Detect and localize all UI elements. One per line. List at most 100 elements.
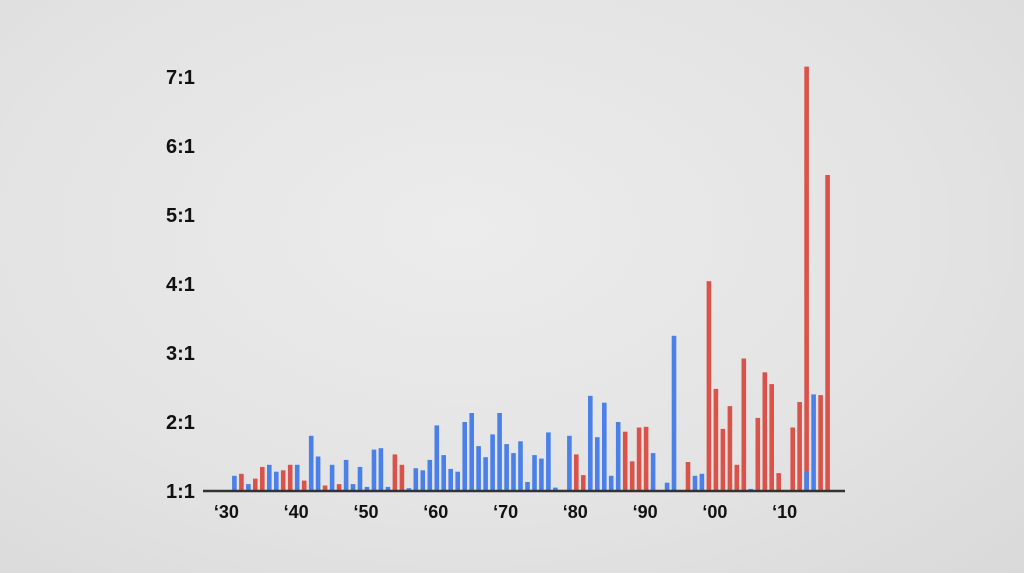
bar-blue-1969: [497, 413, 502, 491]
bar-blue-1968: [490, 434, 495, 491]
y-tick-label: 7:1: [166, 67, 195, 89]
bar-red-2001: [720, 428, 726, 491]
bar-red-2016: [825, 175, 830, 491]
bar-blue-1951: [371, 449, 377, 491]
x-tick-label: ‘90: [633, 502, 658, 522]
bar-red-1935: [260, 466, 265, 491]
bar-blue-1973: [525, 482, 530, 491]
bar-blue-1956: [406, 488, 412, 491]
bar-red-1932: [239, 473, 244, 492]
bar-red-1989: [636, 427, 642, 491]
bar-blue-1943: [315, 456, 321, 491]
bar-blue-1982: [588, 395, 593, 491]
bar-red-1987: [622, 431, 628, 491]
bar-blue-1972: [518, 441, 523, 491]
bar-red-2004: [741, 358, 747, 491]
x-tick-label: ‘00: [702, 502, 727, 522]
bar-blue-1965: [469, 413, 474, 491]
bar-blue-1985: [608, 475, 614, 491]
bar-blue-1979: [567, 435, 572, 491]
bar-red-2011: [790, 427, 795, 491]
y-tick-label: 2:1: [166, 412, 195, 434]
bar-red-1938: [280, 470, 286, 491]
bar-red-1999: [706, 281, 712, 491]
y-tick-label: 4:1: [166, 274, 195, 296]
bar-red-2009: [776, 473, 781, 491]
bar-blue-1931: [232, 475, 237, 491]
bar-blue-2014: [811, 394, 816, 491]
bar-blue-1963: [455, 471, 460, 491]
bar-blue-1958: [420, 470, 426, 491]
y-tick-labels: 1:1 2:1 3:1 4:1 5:1 6:1 7:1: [166, 67, 195, 503]
x-tick-label: ‘40: [284, 502, 309, 522]
x-tick-label: ‘30: [214, 502, 239, 522]
bar-blue-1940: [294, 464, 300, 491]
x-tick-label: ‘70: [493, 502, 518, 522]
bar-blue-1974: [532, 455, 537, 491]
bar-red-1934: [253, 478, 258, 491]
bar-blue-1993: [664, 482, 670, 491]
bar-red-1941: [301, 480, 307, 491]
bar-blue-1966: [476, 446, 481, 491]
x-tick-label: ‘60: [423, 502, 448, 522]
bar-blue-1953: [385, 486, 391, 491]
bar-red-2006: [755, 417, 761, 491]
bar-blue-1983: [595, 437, 600, 491]
bar-blue-1942: [308, 435, 314, 491]
bar-blue-1970: [504, 444, 509, 491]
bar-blue-1975: [539, 458, 544, 491]
x-tick-label: ‘10: [772, 502, 797, 522]
bar-blue-1959: [427, 459, 433, 491]
bar-red-1988: [629, 461, 635, 491]
bar-blue-1986: [615, 422, 621, 491]
bar-blue-1967: [483, 457, 488, 491]
bar-red-1980: [574, 454, 579, 491]
bar-blue-1936: [267, 464, 272, 491]
bar-red-1946: [336, 484, 342, 491]
bar-red-1981: [581, 475, 586, 491]
bar-blue-1949: [357, 466, 363, 491]
bar-blue-1950: [364, 486, 370, 491]
y-tick-label: 5:1: [166, 205, 195, 227]
x-tick-label: ‘50: [353, 502, 378, 522]
bar-blue-1997: [692, 475, 698, 491]
y-tick-label: 3:1: [166, 343, 195, 365]
bar-red-1954: [392, 454, 398, 491]
y-tick-label: 1:1: [166, 481, 195, 503]
bar-red-2002: [727, 406, 733, 491]
bars-group: [232, 66, 830, 492]
bar-red-2007: [762, 372, 768, 491]
bar-red-2008: [769, 384, 774, 491]
bar-blue-1933: [246, 484, 251, 491]
bar-blue-2013: [804, 471, 809, 491]
bar-blue-1948: [350, 484, 356, 491]
bar-blue-1971: [511, 453, 516, 491]
bar-red-1990: [643, 426, 649, 491]
bar-red-1944: [322, 485, 328, 491]
bar-red-2012: [797, 402, 802, 491]
bar-blue-1961: [441, 455, 446, 491]
bar-red-2013: [804, 66, 809, 491]
bar-red-1939: [287, 464, 293, 491]
bar-blue-1994: [671, 335, 677, 492]
x-tick-labels: ‘30 ‘40 ‘50 ‘60 ‘70 ‘80 ‘90 ‘00 ‘10: [214, 502, 797, 522]
bar-blue-1984: [602, 402, 607, 491]
bar-blue-1998: [699, 473, 705, 492]
bar-blue-1991: [650, 453, 656, 491]
bar-red-2000: [713, 388, 719, 491]
bar-red-2003: [734, 464, 740, 491]
x-tick-label: ‘80: [563, 502, 588, 522]
bar-red-1955: [399, 464, 405, 491]
bar-blue-1945: [329, 464, 335, 491]
bar-blue-1977: [553, 487, 558, 491]
bar-blue-1947: [343, 459, 349, 491]
bar-blue-1957: [413, 468, 419, 491]
y-tick-label: 6:1: [166, 136, 195, 158]
bar-red-1996: [685, 462, 691, 491]
bar-blue-1952: [378, 448, 384, 491]
bar-blue-1937: [274, 471, 279, 491]
bar-blue-1964: [462, 422, 467, 491]
bar-blue-1976: [546, 432, 551, 491]
